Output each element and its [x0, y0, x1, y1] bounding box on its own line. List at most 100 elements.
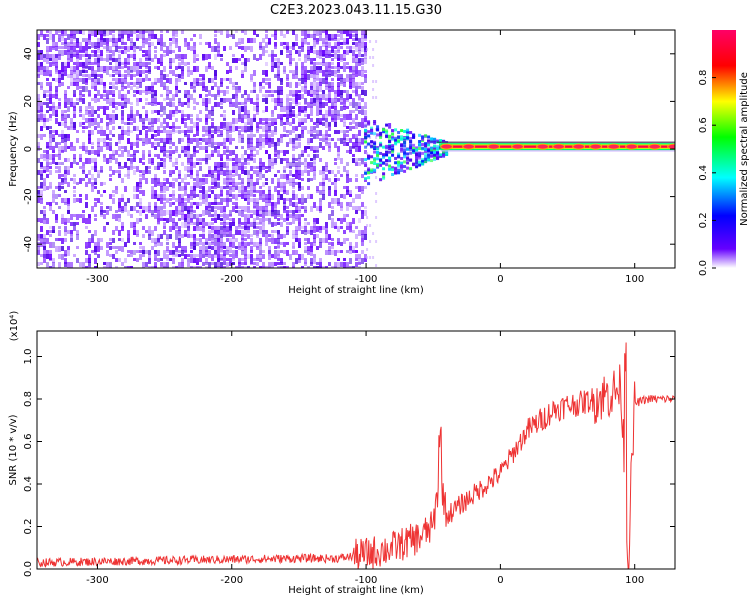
- spectrogram-ytick-label: 40: [23, 47, 34, 60]
- spectrogram-cell: [355, 194, 358, 199]
- spectrogram-cell: [325, 138, 328, 144]
- spectrogram-cell: [151, 142, 154, 148]
- spectrogram-cell: [307, 170, 310, 176]
- spectrogram-cell: [82, 178, 85, 181]
- spectrogram-cell: [403, 144, 407, 148]
- spectrogram-cell: [196, 102, 199, 105]
- spectrogram-cell: [346, 222, 349, 227]
- spectrogram-cell: [241, 30, 244, 33]
- spectrogram-cell: [76, 50, 79, 55]
- spectrogram-cell: [292, 262, 295, 266]
- spectrogram-cell: [361, 98, 364, 102]
- spectrogram-cell: [46, 238, 49, 244]
- spectrogram-cell: [184, 250, 187, 253]
- spectrogram-cell: [232, 182, 235, 187]
- spectrogram-cell: [265, 122, 268, 126]
- spectrogram-cell: [106, 206, 109, 209]
- spectrogram-cell: [319, 106, 322, 112]
- spectrogram-cell: [295, 162, 298, 167]
- spectrogram-cell: [355, 46, 358, 52]
- spectrogram-cell: [265, 198, 268, 203]
- spectrogram-cell: [106, 106, 109, 110]
- spectrogram-cell: [181, 210, 184, 215]
- spectrogram-xtick-label: 0: [497, 274, 503, 285]
- spectrogram-cell: [241, 106, 244, 112]
- spectrogram-cell: [328, 98, 331, 103]
- spectrogram-cell: [310, 178, 313, 181]
- spectrogram-cell: [148, 254, 151, 260]
- spectrogram-cell: [130, 214, 133, 218]
- spectrogram-cell: [427, 149, 431, 153]
- spectrogram-cell: [223, 234, 226, 237]
- spectrogram-cell: [196, 138, 199, 142]
- spectrogram-cell: [250, 210, 253, 213]
- spectrogram-cell: [283, 46, 286, 49]
- spectrogram-cell: [85, 54, 88, 57]
- spectrogram-cell: [322, 238, 325, 243]
- spectrogram-cell: [79, 178, 82, 184]
- spectrogram-cell: [133, 30, 136, 34]
- spectrogram-cell: [271, 138, 274, 144]
- spectrogram-cell: [442, 150, 446, 154]
- spectrogram-cell: [76, 102, 79, 105]
- spectrogram-cell: [430, 148, 434, 152]
- spectrogram-cell: [277, 154, 280, 159]
- spectrogram-cell: [292, 158, 295, 163]
- spectrogram-cell: [112, 70, 115, 73]
- spectrogram-cell: [85, 242, 88, 248]
- spectrogram-cell: [241, 190, 244, 196]
- spectrogram-cell: [241, 234, 244, 240]
- spectrogram-cell: [160, 38, 163, 42]
- spectrogram-cell: [343, 238, 346, 244]
- spectrogram-cell: [340, 42, 343, 45]
- spectrogram-cell: [70, 222, 73, 226]
- spectrogram-cell: [400, 149, 404, 153]
- spectrogram-cell: [160, 30, 163, 33]
- spectrogram-cell: [142, 154, 145, 160]
- spectrogram-cell: [241, 170, 244, 174]
- spectrogram-cell: [70, 54, 73, 58]
- spectrogram-cell: [163, 138, 166, 142]
- spectrogram-cell: [142, 250, 145, 254]
- spectrogram-cell: [52, 58, 55, 64]
- spectrogram-cell: [139, 174, 142, 177]
- spectrogram-cell: [280, 186, 283, 192]
- spectrogram-cell: [358, 58, 361, 63]
- spectrogram-cell: [346, 150, 349, 153]
- spectrogram-cell: [43, 250, 46, 254]
- spectrogram-cell: [361, 42, 364, 48]
- spectrogram-cell: [334, 50, 337, 55]
- spectrogram-cell: [82, 94, 85, 97]
- spectrogram-cell: [208, 66, 211, 69]
- spectrogram-cell: [211, 258, 214, 261]
- spectrogram-cell: [292, 146, 295, 151]
- spectrogram-cell: [118, 66, 121, 69]
- spectrogram-cell: [244, 242, 247, 248]
- spectrogram-cell: [169, 226, 172, 232]
- spectrogram-cell: [274, 214, 277, 219]
- spectrogram-cell: [295, 134, 298, 140]
- tone-bead: [511, 143, 525, 150]
- spectrogram-cell: [349, 194, 352, 197]
- spectrogram-cell: [247, 170, 250, 175]
- spectrogram-cell: [244, 186, 247, 192]
- spectrogram-cell: [136, 258, 139, 262]
- spectrogram-cell: [85, 58, 88, 62]
- spectrogram-cell: [364, 136, 368, 140]
- spectrogram-cell: [286, 106, 289, 110]
- spectrogram-cell: [43, 182, 46, 186]
- spectrogram-cell: [46, 262, 49, 267]
- spectrogram-cell: [283, 218, 286, 222]
- spectrogram-cell: [37, 66, 40, 72]
- spectrogram-cell: [292, 114, 295, 117]
- spectrogram-cell: [169, 50, 172, 54]
- spectrogram-cell: [337, 98, 340, 102]
- spectrogram-cell: [277, 190, 280, 195]
- spectrogram-cell: [244, 230, 247, 236]
- spectrogram-cell: [349, 86, 352, 89]
- spectrogram-cell: [85, 150, 88, 154]
- spectrogram-cell: [64, 62, 67, 68]
- spectrogram-cell: [181, 54, 184, 59]
- spectrogram-cell: [193, 90, 196, 93]
